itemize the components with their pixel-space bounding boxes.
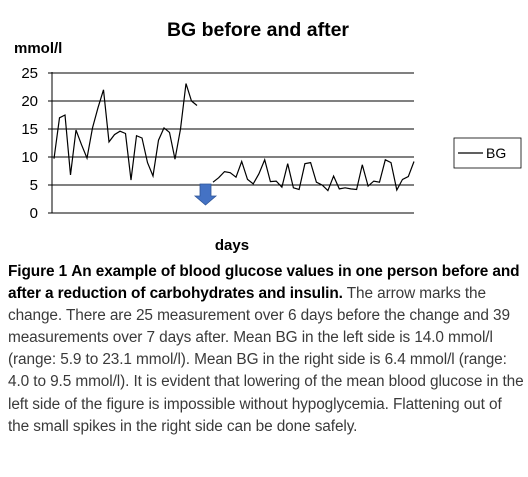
caption-text: The arrow marks the change. There are 25… [8,285,524,435]
caption-title: An example of blood glucose values in on… [8,263,520,303]
y-tick-label: 0 [30,205,38,222]
legend: BG [453,137,522,169]
y-tick-label: 10 [21,149,38,166]
change-arrow [193,183,218,206]
legend-entry-bg: BG [486,145,506,161]
y-tick-labels: 0 5 10 15 20 25 [21,65,38,222]
y-tick-label: 5 [30,177,38,194]
chart-title: BG before and after [167,19,349,41]
bg-series [53,83,415,192]
bg-line-after [212,157,415,192]
y-tick-label: 25 [21,65,38,82]
gridlines [52,72,414,186]
axes [48,72,414,214]
y-axis-label: mmol/l [14,40,62,57]
y-tick-label: 15 [21,121,38,138]
x-axis-label: days [215,237,249,254]
figure-caption: Figure 1 An example of blood glucose val… [8,261,524,438]
bg-line-before [53,83,198,181]
change-arrow-icon [193,183,218,206]
caption-label: Figure 1 [8,263,68,280]
y-tick-label: 20 [21,93,38,110]
bg-chart: BG before and after mmol/l days 0 5 10 15 20… [14,19,522,254]
